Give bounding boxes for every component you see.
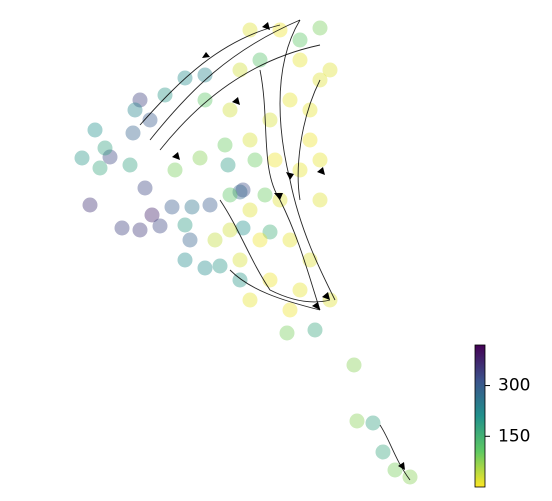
point — [92, 160, 108, 176]
point — [164, 199, 180, 215]
point — [132, 92, 148, 108]
point — [307, 322, 323, 338]
point — [82, 197, 98, 213]
point — [279, 325, 295, 341]
point — [167, 162, 183, 178]
point — [312, 152, 328, 168]
point — [292, 52, 308, 68]
streamlines — [139, 19, 411, 481]
point — [182, 232, 198, 248]
points — [74, 20, 418, 485]
arrow — [172, 152, 180, 160]
point — [267, 152, 283, 168]
colorbar-ticks: 150 300 — [485, 376, 530, 446]
point — [232, 252, 248, 268]
point — [262, 224, 278, 240]
point — [217, 137, 233, 153]
point — [235, 220, 251, 236]
point — [322, 62, 338, 78]
arrow — [262, 22, 270, 30]
point — [222, 102, 238, 118]
point — [197, 67, 213, 83]
point — [242, 292, 258, 308]
point — [252, 52, 268, 68]
point — [125, 125, 141, 141]
colorbar — [474, 344, 486, 488]
point — [157, 87, 173, 103]
streamline — [139, 24, 281, 126]
streamline — [159, 44, 321, 151]
point — [346, 357, 362, 373]
point — [220, 157, 236, 173]
point — [349, 413, 365, 429]
point — [402, 469, 418, 485]
point — [292, 282, 308, 298]
arrow — [232, 97, 240, 105]
point — [257, 187, 273, 203]
colorbar-tick-label: 150 — [498, 426, 530, 446]
streamline — [379, 424, 411, 481]
point — [192, 150, 208, 166]
point — [282, 92, 298, 108]
point — [252, 232, 268, 248]
arrow — [322, 292, 330, 300]
point — [292, 162, 308, 178]
point — [302, 102, 318, 118]
point — [222, 222, 238, 238]
point — [87, 122, 103, 138]
point — [312, 192, 328, 208]
streamline — [149, 19, 301, 141]
point — [365, 415, 381, 431]
arrow — [274, 193, 283, 200]
point — [74, 150, 90, 166]
point — [184, 199, 200, 215]
point — [242, 202, 258, 218]
point — [232, 184, 248, 200]
point — [375, 444, 391, 460]
arrow — [398, 462, 405, 470]
arrow — [312, 302, 320, 310]
point — [302, 132, 318, 148]
point — [292, 32, 308, 48]
point — [262, 112, 278, 128]
point — [137, 180, 153, 196]
point — [235, 182, 251, 198]
point — [312, 20, 328, 36]
streamline — [219, 199, 331, 303]
point — [222, 187, 238, 203]
point — [102, 149, 118, 165]
point — [144, 207, 160, 223]
point — [197, 92, 213, 108]
point — [247, 152, 263, 168]
arrow — [286, 172, 294, 180]
point — [232, 62, 248, 78]
arrow — [317, 167, 325, 175]
point — [242, 132, 258, 148]
point — [232, 272, 248, 288]
point — [142, 112, 158, 128]
streamline — [229, 269, 321, 311]
point — [272, 22, 288, 38]
point — [197, 260, 213, 276]
point — [132, 222, 148, 238]
point — [177, 252, 193, 268]
point — [262, 272, 278, 288]
point — [122, 157, 138, 173]
arrow — [202, 52, 210, 58]
point — [114, 220, 130, 236]
point — [152, 218, 168, 234]
streamline — [297, 79, 321, 201]
colorbar-tick-label: 300 — [498, 376, 530, 396]
point — [212, 258, 228, 274]
point — [127, 102, 143, 118]
point — [282, 232, 298, 248]
point — [207, 232, 223, 248]
point — [177, 217, 193, 233]
point — [97, 140, 113, 156]
point — [282, 302, 298, 318]
point — [302, 252, 318, 268]
point — [202, 197, 218, 213]
